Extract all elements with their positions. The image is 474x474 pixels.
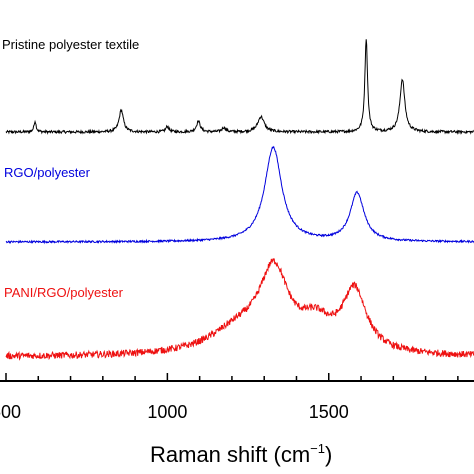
x-axis-ticks: 500 1000 1500 <box>0 373 459 422</box>
x-tick-label: 1000 <box>147 402 187 422</box>
x-axis-title-suffix: ) <box>325 442 332 467</box>
series-line-0 <box>5 39 474 135</box>
series-line-1 <box>5 145 474 245</box>
x-tick-label: 500 <box>0 402 21 422</box>
series-line-2 <box>5 258 474 361</box>
x-tick-label: 1500 <box>309 402 349 422</box>
x-axis-title-superscript: −1 <box>310 441 325 456</box>
x-axis-title-main: Raman shift (cm <box>150 442 310 467</box>
series-label-rgo: RGO/polyester <box>4 165 91 180</box>
series-label-pristine: Pristine polyester textile <box>2 37 139 52</box>
series-label-pani-rgo: PANI/RGO/polyester <box>4 285 124 300</box>
x-axis-title: Raman shift (cm−1) <box>150 441 332 467</box>
series-layer <box>5 39 474 361</box>
